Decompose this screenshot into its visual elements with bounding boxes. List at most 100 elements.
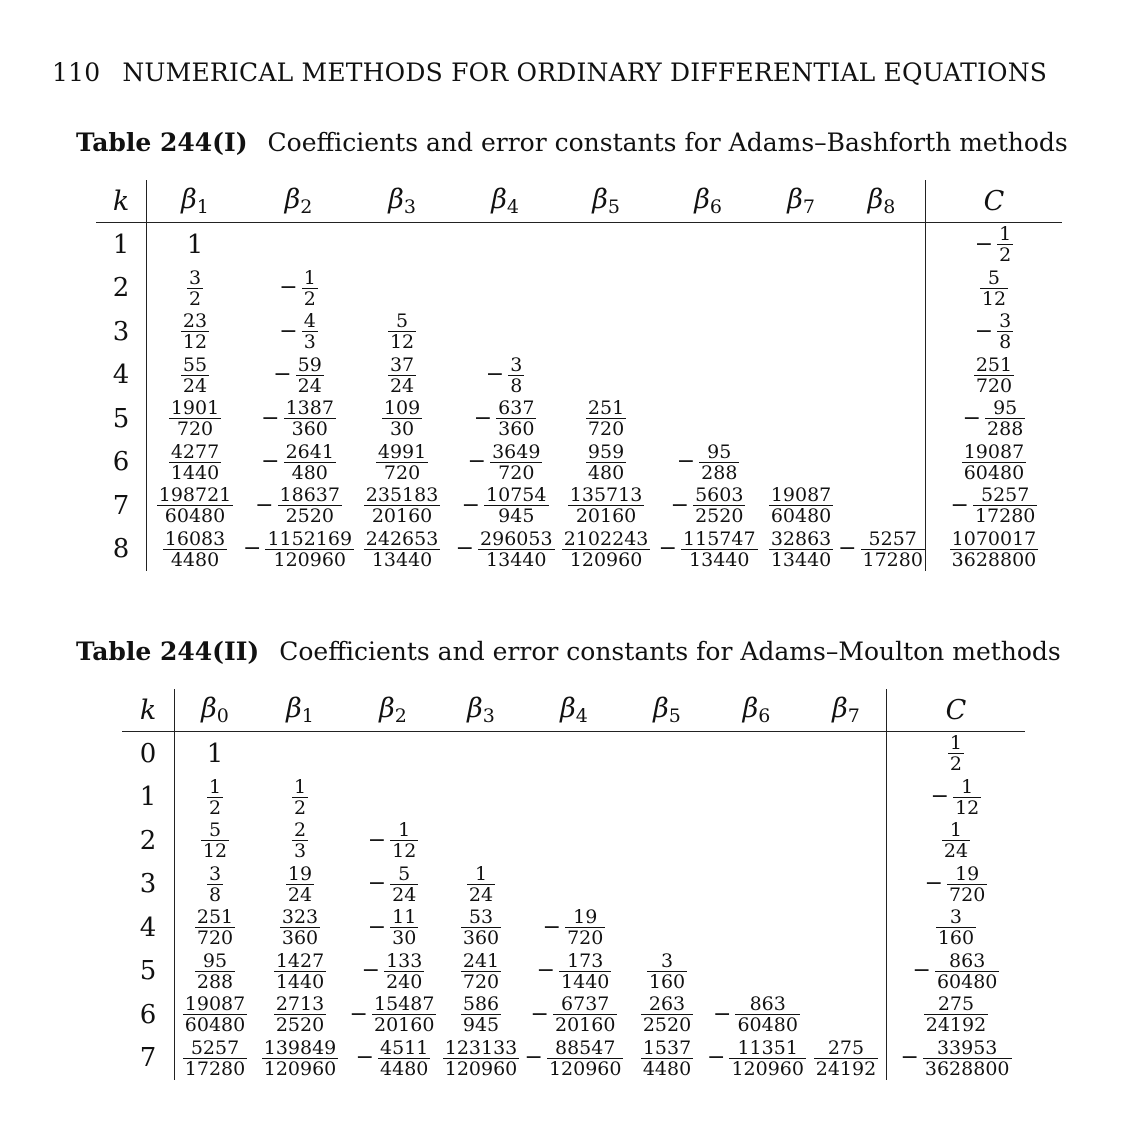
beta-2-header: β2: [345, 689, 441, 732]
beta-symbol: β: [379, 693, 395, 724]
denominator: 720: [975, 374, 1013, 397]
numerator: 55: [180, 353, 210, 376]
numerator: 1: [941, 820, 971, 842]
numerator: 5: [979, 268, 1009, 289]
denominator: 2: [999, 244, 1012, 267]
minus-sign: −: [467, 449, 487, 475]
numerator: 19087: [961, 440, 1027, 463]
beta-cell: 55 24: [147, 354, 244, 398]
beta-cell: 275 24192: [806, 1037, 887, 1081]
beta-4-header: β4: [450, 180, 561, 223]
denominator: 120960: [444, 1057, 518, 1080]
beta-1-value: 1427 1440: [273, 951, 327, 992]
beta-symbol: β: [181, 184, 197, 215]
numerator: 109: [381, 397, 423, 420]
error-constant-value: 19087 60480: [961, 440, 1027, 483]
beta-2-value: −4511 4480: [356, 1038, 431, 1079]
fraction: 1387 360: [283, 398, 336, 439]
fraction: 3 160: [646, 951, 688, 992]
minus-sign: −: [473, 405, 493, 431]
beta-2-value: −133 240: [362, 951, 425, 992]
beta-cell: 123133 120960: [441, 1037, 521, 1081]
beta-5-value: 135713 20160: [567, 485, 645, 526]
numerator: 1901: [168, 397, 222, 420]
numerator: 18637: [277, 484, 342, 507]
numerator: 32863: [768, 527, 834, 550]
beta-cell: [764, 397, 838, 441]
beta-cell: −88547 120960: [521, 1037, 627, 1081]
beta-1-value: 198721 60480: [156, 485, 234, 526]
error-constant-value: 1 24: [941, 820, 971, 861]
k-value: 5: [122, 949, 175, 993]
numerator: 3: [997, 310, 1014, 333]
numerator: 5: [387, 311, 417, 333]
k-header: k: [96, 180, 147, 223]
beta-3-value: 53 360: [460, 907, 502, 950]
minus-sign: −: [349, 1001, 368, 1027]
beta-1-value: 1: [187, 230, 204, 260]
fraction: 19 24: [285, 864, 315, 905]
beta-cell: 235183 20160: [354, 484, 450, 528]
beta-cell: [764, 267, 838, 311]
denominator: 12: [202, 840, 228, 863]
beta-7-value: 19087 60480: [768, 485, 834, 526]
beta-cell: 19087 60480: [175, 993, 256, 1037]
fraction: 19 720: [947, 864, 988, 905]
error-constant-value: −19 720: [925, 864, 988, 905]
beta-cell: −115747 13440: [652, 528, 764, 572]
beta-cell: 251 720: [175, 906, 256, 950]
beta-cell: 5 12: [354, 310, 450, 354]
numerator: 251: [973, 353, 1015, 376]
denominator: 360: [498, 418, 535, 441]
beta-cell: 323 360: [255, 906, 345, 950]
error-constant-value: 5 12: [979, 268, 1009, 310]
denominator: 13440: [770, 548, 832, 571]
running-head: 110 NUMERICAL METHODS FOR ORDINARY DIFFER…: [52, 58, 1092, 87]
beta-4-value: −6737 20160: [531, 994, 618, 1035]
beta-subscript: 7: [847, 705, 860, 727]
denominator: 12: [981, 287, 1007, 310]
beta-cell: −5257 17280: [838, 528, 925, 572]
denominator: 120960: [569, 548, 643, 571]
beta-cell: 1: [175, 732, 256, 776]
minus-sign: −: [243, 536, 262, 562]
beta-0-value: 1: [207, 739, 224, 769]
beta-cell: 241 720: [441, 950, 521, 994]
error-constant-value: −1 12: [931, 777, 982, 818]
beta-7-header: β7: [805, 689, 887, 732]
numerator: 11351: [729, 1038, 806, 1059]
beta-cell: −59 24: [243, 354, 354, 398]
fraction: 23 12: [180, 311, 210, 352]
header-row: k β1 β2 β3 β4 β5 β6 β7 β8 C: [96, 180, 1062, 223]
fraction: 3 160: [935, 907, 977, 948]
beta-cell: [450, 223, 560, 267]
numerator: 241: [460, 949, 502, 972]
fraction: 5257 17280: [860, 529, 925, 570]
fraction: 135713 20160: [567, 485, 645, 526]
adams-bashforth-table: k β1 β2 β3 β4 β5 β6 β7 β8 C 1 1−1 2 2 3 2−1 2 5 12 3 23 12−4 3…: [96, 180, 1062, 571]
beta-cell: [560, 267, 652, 311]
fraction: 2713 2520: [273, 994, 327, 1035]
beta-cell: 32863 13440: [764, 528, 838, 572]
beta-cell: −3649 720: [450, 441, 560, 485]
beta-5-header: β5: [560, 180, 653, 223]
beta-subscript: 0: [216, 705, 229, 727]
minus-sign: −: [355, 1045, 375, 1071]
beta-cell: −4511 4480: [345, 1037, 441, 1081]
beta-cell: [560, 310, 652, 354]
beta-cell: [838, 354, 925, 398]
beta-symbol: β: [867, 184, 884, 215]
numerator: 19: [565, 907, 606, 929]
beta-subscript: 8: [883, 196, 896, 218]
beta-cell: [764, 223, 838, 267]
minus-sign: −: [367, 914, 387, 940]
denominator: 360: [462, 927, 500, 950]
error-constant-value: 3 160: [935, 907, 977, 948]
numerator: 863: [934, 951, 1000, 972]
fraction: 32863 13440: [768, 527, 834, 571]
